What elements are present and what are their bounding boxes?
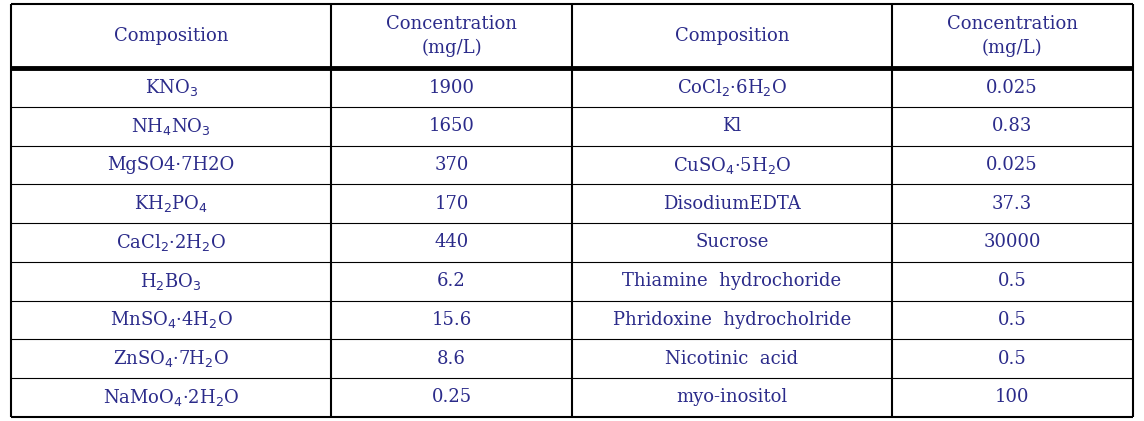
Text: 37.3: 37.3 [992, 195, 1032, 213]
Text: 440: 440 [435, 234, 469, 251]
Text: MnSO$_4$·4H$_2$O: MnSO$_4$·4H$_2$O [110, 309, 232, 330]
Text: 0.5: 0.5 [998, 350, 1026, 368]
Text: KH$_2$PO$_4$: KH$_2$PO$_4$ [134, 193, 208, 214]
Text: CoCl$_2$·6H$_2$O: CoCl$_2$·6H$_2$O [677, 77, 787, 98]
Text: ZnSO$_4$·7H$_2$O: ZnSO$_4$·7H$_2$O [113, 348, 229, 369]
Text: MgSO4·7H2O: MgSO4·7H2O [108, 156, 235, 174]
Text: Composition: Composition [114, 27, 229, 45]
Text: DisodiumEDTA: DisodiumEDTA [662, 195, 801, 213]
Text: KNO$_3$: KNO$_3$ [144, 77, 198, 98]
Text: 100: 100 [995, 389, 1030, 406]
Text: 0.83: 0.83 [992, 117, 1032, 135]
Text: Concentration
(mg/L): Concentration (mg/L) [386, 15, 517, 57]
Text: 0.5: 0.5 [998, 311, 1026, 329]
Text: Nicotinic  acid: Nicotinic acid [665, 350, 799, 368]
Text: CaCl$_2$·2H$_2$O: CaCl$_2$·2H$_2$O [117, 232, 227, 253]
Text: 1650: 1650 [429, 117, 475, 135]
Text: Kl: Kl [722, 117, 741, 135]
Text: 0.025: 0.025 [986, 156, 1038, 174]
Text: 30000: 30000 [984, 234, 1041, 251]
Text: Thiamine  hydrochoride: Thiamine hydrochoride [622, 272, 841, 290]
Text: NH$_4$NO$_3$: NH$_4$NO$_3$ [132, 116, 212, 137]
Text: Concentration
(mg/L): Concentration (mg/L) [946, 15, 1078, 57]
Text: Composition: Composition [675, 27, 789, 45]
Text: 6.2: 6.2 [437, 272, 466, 290]
Text: 15.6: 15.6 [431, 311, 471, 329]
Text: Phridoxine  hydrocholride: Phridoxine hydrocholride [613, 311, 851, 329]
Text: 1900: 1900 [429, 79, 475, 96]
Text: NaMoO$_4$·2H$_2$O: NaMoO$_4$·2H$_2$O [103, 387, 239, 408]
Text: 370: 370 [435, 156, 469, 174]
Text: Sucrose: Sucrose [696, 234, 769, 251]
Text: H$_2$BO$_3$: H$_2$BO$_3$ [141, 271, 202, 292]
Text: 8.6: 8.6 [437, 350, 466, 368]
Text: 0.025: 0.025 [986, 79, 1038, 96]
Text: 0.25: 0.25 [431, 389, 471, 406]
Text: CuSO$_4$·5H$_2$O: CuSO$_4$·5H$_2$O [673, 155, 791, 176]
Text: 0.5: 0.5 [998, 272, 1026, 290]
Text: myo-inositol: myo-inositol [676, 389, 787, 406]
Text: 170: 170 [435, 195, 469, 213]
